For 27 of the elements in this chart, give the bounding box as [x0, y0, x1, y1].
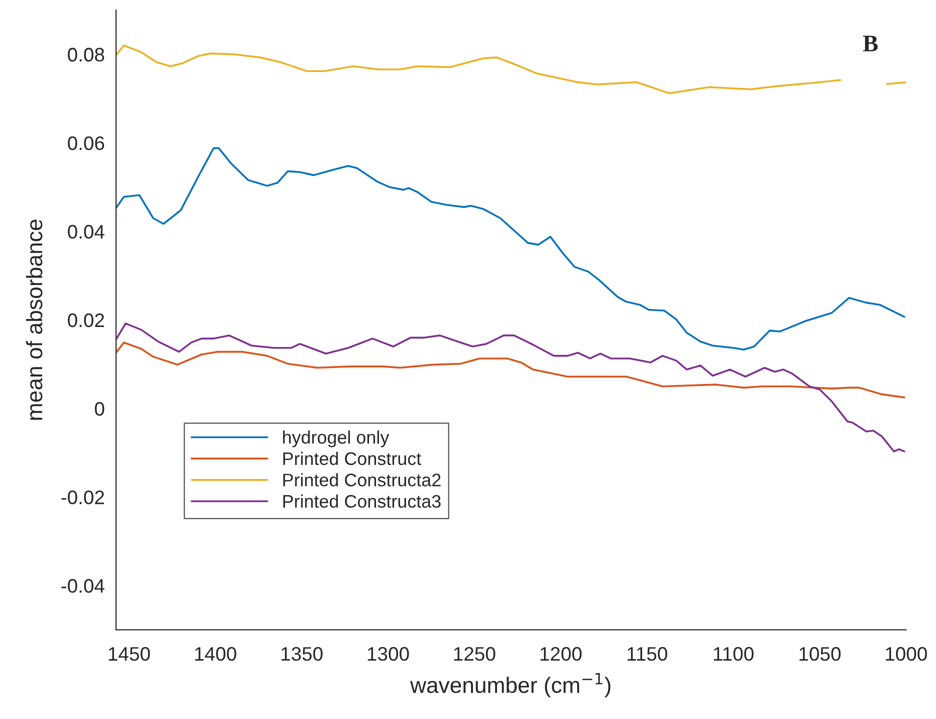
y-axis-title: mean of absorbance	[26, 220, 42, 420]
y-tick-label: 0.06	[68, 136, 104, 150]
x-tick-label: 1250	[454, 647, 496, 661]
x-tick-label: 1400	[195, 647, 236, 661]
y-tick-label: -0.02	[62, 490, 104, 504]
y-tick-label: 0	[94, 402, 104, 416]
y-tick-label: 0.02	[68, 313, 104, 328]
x-tick-label: 1000	[886, 647, 927, 661]
legend-label: Printed Constructa3	[283, 494, 441, 508]
line-series	[116, 342, 906, 398]
x-tick-label: 1200	[540, 647, 582, 661]
x-axis-title: wavenumber (cm$^{−1}$)	[410, 672, 610, 698]
y-tick-label: 0.04	[68, 224, 104, 239]
legend-label: Printed Constructa2	[283, 473, 441, 486]
y-tick-label: -0.04	[62, 579, 104, 593]
x-tick-label: 1350	[282, 647, 323, 661]
y-tick-label: 0.08	[68, 48, 104, 62]
line-series	[116, 322, 906, 452]
legend-label: Printed Construct	[283, 452, 422, 466]
legend-label: hydrogel only	[283, 430, 390, 448]
x-tick-label: 1300	[368, 647, 409, 661]
line-series	[116, 147, 906, 351]
annotation: B	[863, 36, 878, 52]
x-tick-label: 1100	[714, 647, 754, 661]
x-tick-label: 1050	[800, 647, 841, 661]
x-tick-label: 1450	[108, 647, 150, 661]
x-tick-label: 1150	[628, 647, 668, 661]
